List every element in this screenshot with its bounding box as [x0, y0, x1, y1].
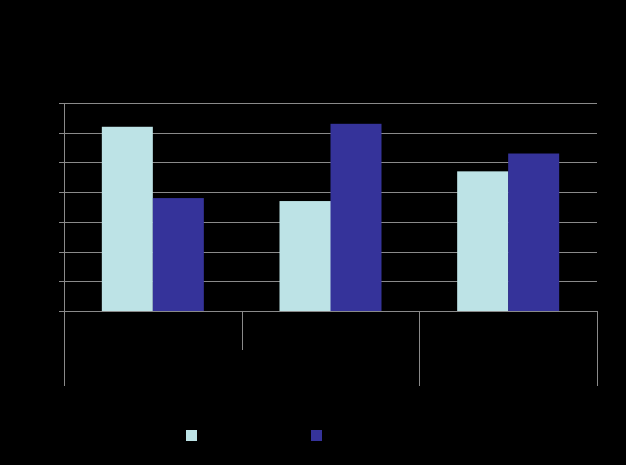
bar [279, 201, 331, 311]
legend-swatch [311, 430, 322, 441]
bar [101, 126, 153, 312]
category-axis-dividers [64, 311, 598, 386]
legend-swatch [186, 430, 197, 441]
bar [330, 123, 382, 311]
bar [152, 198, 204, 311]
bar [457, 171, 509, 311]
bar [508, 153, 560, 311]
